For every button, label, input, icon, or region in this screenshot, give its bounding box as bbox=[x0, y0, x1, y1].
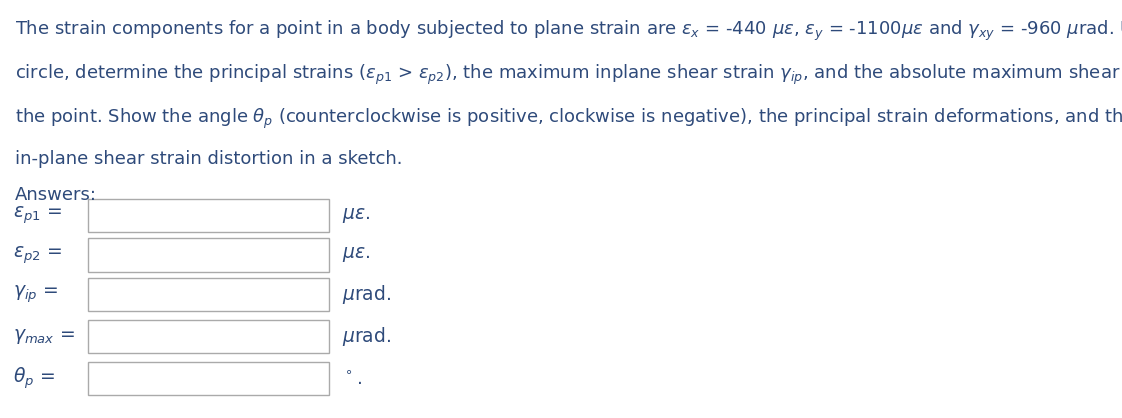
Text: $\varepsilon_{p2}$ =: $\varepsilon_{p2}$ = bbox=[13, 244, 63, 266]
Text: $^\circ$.: $^\circ$. bbox=[342, 369, 362, 388]
FancyBboxPatch shape bbox=[88, 238, 329, 272]
Text: $\mu$rad.: $\mu$rad. bbox=[342, 325, 392, 348]
Text: The strain components for a point in a body subjected to plane strain are $\vare: The strain components for a point in a b… bbox=[15, 19, 1122, 43]
Text: Answers:: Answers: bbox=[15, 186, 96, 204]
Text: $\mu\varepsilon$.: $\mu\varepsilon$. bbox=[342, 206, 370, 225]
FancyBboxPatch shape bbox=[88, 362, 329, 395]
FancyBboxPatch shape bbox=[88, 199, 329, 232]
FancyBboxPatch shape bbox=[88, 320, 329, 353]
Text: $\mu$rad.: $\mu$rad. bbox=[342, 283, 392, 306]
Text: circle, determine the principal strains ($\varepsilon_{p1}$ > $\varepsilon_{p2}$: circle, determine the principal strains … bbox=[15, 63, 1122, 87]
Text: the point. Show the angle $\theta_p$ (counterclockwise is positive, clockwise is: the point. Show the angle $\theta_p$ (co… bbox=[15, 107, 1122, 131]
Text: $\gamma_{ip}$ =: $\gamma_{ip}$ = bbox=[13, 284, 58, 306]
Text: $\mu\varepsilon$.: $\mu\varepsilon$. bbox=[342, 245, 370, 265]
Text: $\varepsilon_{p1}$ =: $\varepsilon_{p1}$ = bbox=[13, 204, 63, 226]
FancyBboxPatch shape bbox=[88, 278, 329, 311]
Text: in-plane shear strain distortion in a sketch.: in-plane shear strain distortion in a sk… bbox=[15, 150, 402, 168]
Text: $\gamma_{max}$ =: $\gamma_{max}$ = bbox=[13, 327, 75, 346]
Text: $\theta_p$ =: $\theta_p$ = bbox=[13, 365, 55, 391]
